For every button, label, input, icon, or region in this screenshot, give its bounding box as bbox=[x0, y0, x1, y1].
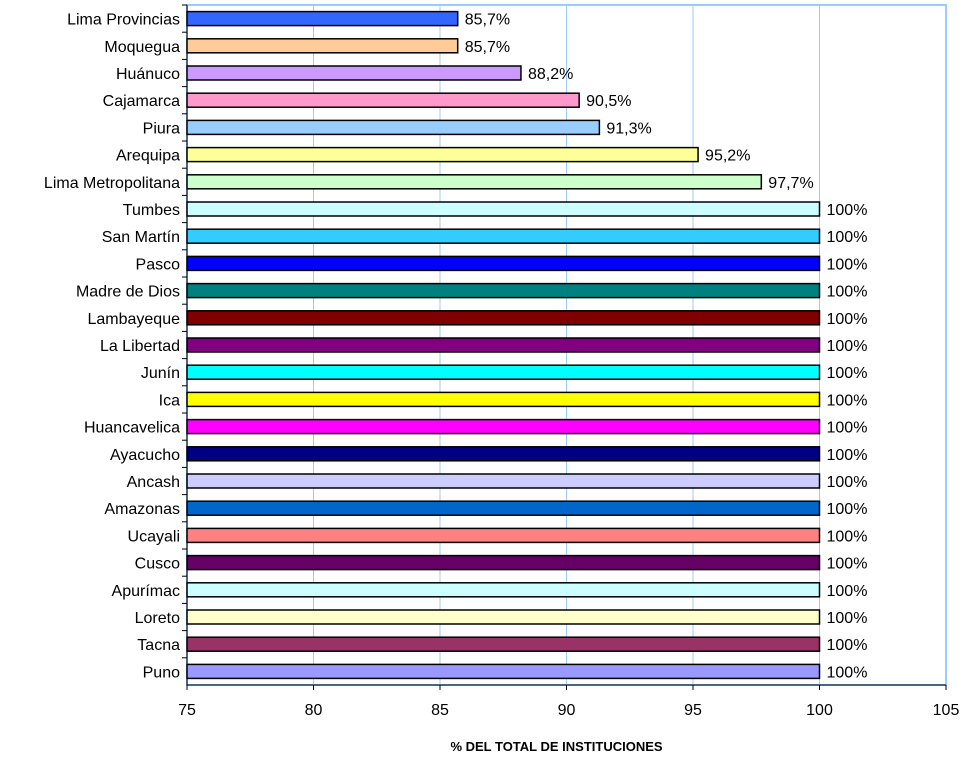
category-label: Arequipa bbox=[116, 148, 180, 165]
category-label: San Martín bbox=[102, 229, 180, 246]
category-label: Moquegua bbox=[104, 39, 180, 56]
data-label: 100% bbox=[827, 202, 868, 219]
data-label: 100% bbox=[827, 583, 868, 600]
data-label: 85,7% bbox=[465, 39, 510, 56]
category-labels: Lima Provincias Moquegua Huánuco Cajamarca P… bbox=[44, 4, 187, 681]
category-label: Lambayeque bbox=[87, 311, 180, 328]
bar bbox=[186, 10, 459, 27]
category-label: Loreto bbox=[135, 610, 180, 627]
data-label: 95,2% bbox=[705, 148, 750, 165]
data-label: 85,7% bbox=[465, 12, 510, 29]
value-labels: 85,7% 85,7% 88,2% 90,5% 91,3% 95,2% 97,7% 100% 1… bbox=[465, 12, 868, 682]
data-label: 100% bbox=[827, 420, 868, 437]
data-label: 100% bbox=[827, 528, 868, 545]
category-label: Ucayali bbox=[128, 528, 180, 545]
data-label: 88,2% bbox=[528, 66, 573, 83]
category-label: Cusco bbox=[135, 556, 180, 573]
x-axis-title: % DEL TOTAL DE INSTITUCIONES bbox=[450, 739, 662, 754]
category-label: Apurímac bbox=[112, 583, 180, 600]
data-label: 100% bbox=[827, 284, 868, 301]
category-label: Huánuco bbox=[116, 66, 180, 83]
category-label: Junín bbox=[141, 365, 180, 382]
category-label: Piura bbox=[143, 120, 180, 137]
bar bbox=[186, 391, 821, 408]
bar bbox=[186, 201, 821, 217]
category-label: Lima Provincias bbox=[67, 12, 180, 29]
category-label: Amazonas bbox=[104, 501, 180, 518]
category-label: Ancash bbox=[127, 474, 180, 491]
x-axis-ticks: 75 80 85 90 95 100 105 bbox=[178, 685, 959, 719]
bar bbox=[186, 364, 821, 380]
data-label: 100% bbox=[827, 664, 868, 681]
category-label: Cajamarca bbox=[103, 93, 180, 110]
data-label: 100% bbox=[827, 501, 868, 518]
bar bbox=[186, 446, 821, 462]
x-tick-label: 100 bbox=[806, 702, 833, 719]
bar bbox=[186, 554, 821, 571]
category-label: Ayacucho bbox=[110, 447, 180, 464]
category-label: La Libertad bbox=[100, 338, 180, 355]
bar bbox=[186, 636, 821, 652]
data-label: 100% bbox=[827, 365, 868, 382]
category-label: Tumbes bbox=[123, 202, 180, 219]
x-tick-label: 85 bbox=[431, 702, 449, 719]
x-tick-label: 95 bbox=[684, 702, 702, 719]
data-label: 100% bbox=[827, 256, 868, 273]
bar bbox=[186, 119, 601, 136]
category-label: Tacna bbox=[137, 637, 180, 654]
category-label: Lima Metropolitana bbox=[44, 175, 180, 192]
bar bbox=[186, 228, 821, 244]
data-label: 100% bbox=[827, 637, 868, 654]
category-label: Pasco bbox=[136, 256, 181, 273]
data-label: 97,7% bbox=[768, 175, 813, 192]
data-label: 100% bbox=[827, 392, 868, 409]
category-label: Madre de Dios bbox=[76, 284, 180, 301]
category-label: Ica bbox=[159, 392, 180, 409]
bar bbox=[186, 92, 580, 108]
bar bbox=[186, 500, 821, 516]
data-label: 100% bbox=[827, 447, 868, 464]
bar bbox=[186, 174, 763, 190]
bar bbox=[186, 582, 821, 598]
data-label: 100% bbox=[827, 338, 868, 355]
data-label: 90,5% bbox=[586, 93, 631, 110]
data-label: 100% bbox=[827, 229, 868, 246]
bar bbox=[186, 663, 821, 680]
data-label: 100% bbox=[827, 610, 868, 627]
x-tick-label: 75 bbox=[178, 702, 196, 719]
bar bbox=[186, 473, 821, 489]
data-label: 100% bbox=[827, 474, 868, 491]
x-tick-label: 105 bbox=[933, 702, 960, 719]
bar bbox=[186, 527, 821, 544]
data-label: 91,3% bbox=[606, 120, 651, 137]
bar bbox=[186, 310, 821, 326]
x-tick-label: 80 bbox=[305, 702, 323, 719]
bar bbox=[186, 282, 821, 299]
category-label: Puno bbox=[143, 664, 180, 681]
data-label: 100% bbox=[827, 556, 868, 573]
bar bbox=[186, 255, 821, 272]
bar bbox=[186, 38, 459, 54]
data-label: 100% bbox=[827, 311, 868, 328]
category-label: Huancavelica bbox=[84, 420, 180, 437]
bars-group bbox=[186, 10, 821, 680]
bar bbox=[186, 65, 522, 81]
bar bbox=[186, 418, 821, 435]
bar bbox=[186, 146, 699, 163]
bar bbox=[186, 609, 821, 625]
bar bbox=[186, 337, 821, 353]
x-tick-label: 90 bbox=[558, 702, 576, 719]
